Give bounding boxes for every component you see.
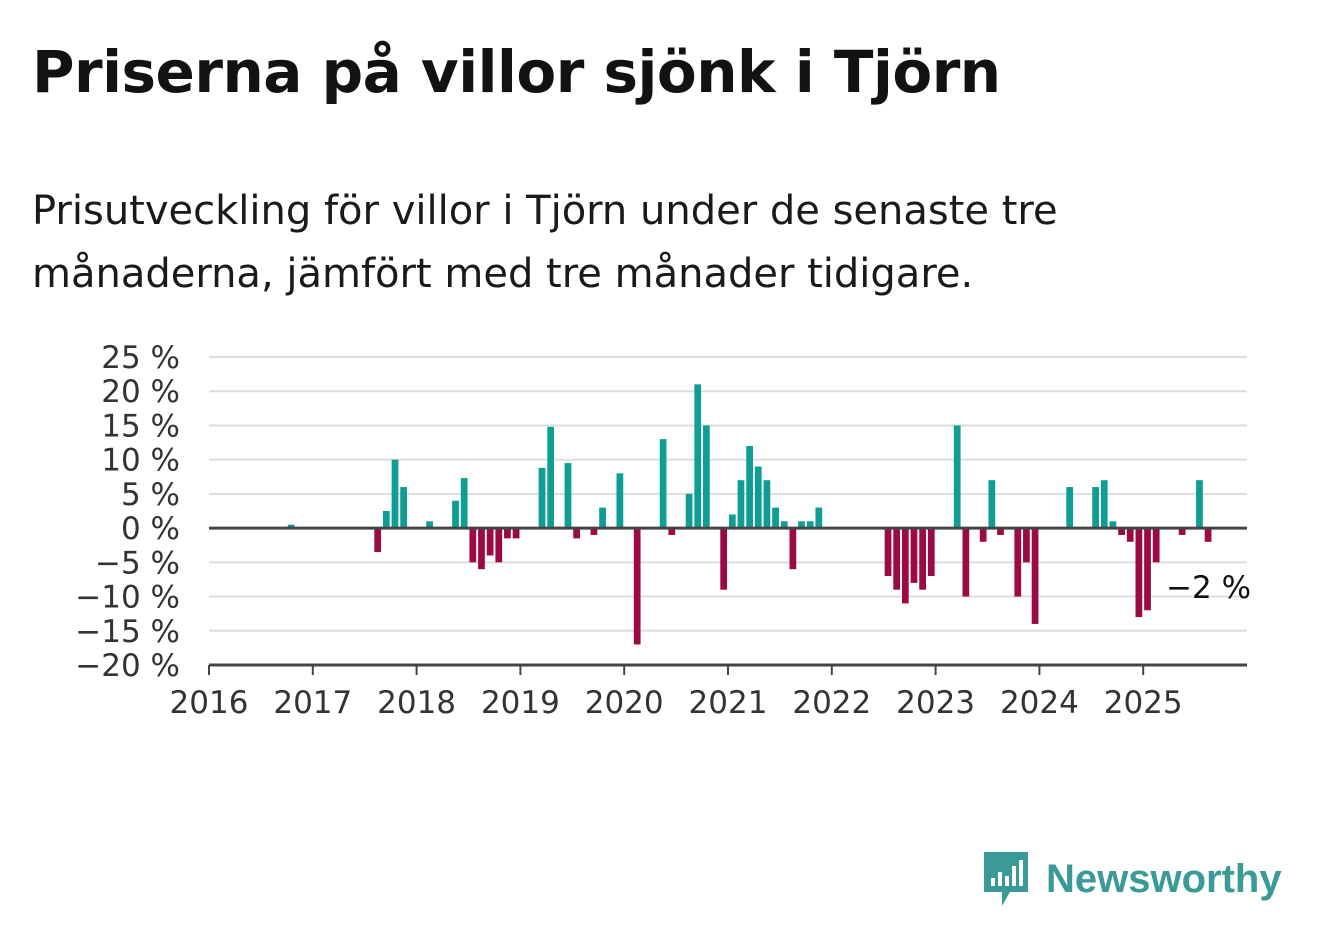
x-tick-label: 2016 [170,685,249,721]
x-tick-label: 2025 [1104,685,1183,721]
bar [504,528,511,539]
bar [953,425,961,529]
bar [1023,528,1030,563]
bar [426,521,433,529]
y-tick-label: 20 % [101,374,180,410]
brand-logo[interactable]: Newsworthy [980,848,1282,910]
bar [512,528,520,539]
bar [460,478,468,529]
bar [798,521,805,529]
bar [659,439,667,529]
bar [728,514,736,529]
bar [1109,521,1117,529]
bar [780,521,788,529]
bar [1204,528,1212,542]
bar [573,528,580,539]
y-tick-label: 5 % [121,477,180,513]
bar [1126,528,1134,542]
x-tick-label: 2024 [1000,685,1079,721]
bar [919,528,926,590]
bar [927,528,935,577]
grid-lines [209,356,1247,632]
bar [910,528,918,583]
bar [469,528,477,563]
y-tick-label: 0 % [121,511,180,547]
bar [720,528,728,590]
bar [789,528,797,570]
bar [772,507,779,529]
tick-labels: 25 %20 %15 %10 %5 %0 %−5 %−10 %−15 %−20 … [75,340,1251,721]
bar [287,524,295,529]
bar [538,467,546,529]
x-tick-label: 2017 [273,685,352,721]
y-tick-label: −10 % [75,580,180,616]
bar [962,528,970,597]
x-tick-label: 2019 [481,685,560,721]
bar [979,528,987,542]
newsworthy-logo-icon [984,852,1028,906]
y-tick-label: −5 % [95,545,180,581]
bar [495,528,503,563]
bars [287,384,1212,645]
y-tick-label: −15 % [75,614,180,650]
x-tick-label: 2023 [896,685,975,721]
bar [694,384,702,529]
bar [374,528,382,553]
bar [1092,487,1099,529]
bar [1178,528,1186,535]
bar [1014,528,1022,597]
bar [547,426,555,529]
bar [737,480,745,529]
bar [685,493,693,529]
last-value-label: −2 % [1166,570,1251,606]
y-tick-label: 25 % [101,340,180,376]
bar [1100,480,1108,529]
x-tick-label: 2021 [689,685,768,721]
bar [668,528,676,535]
bar [1144,528,1151,611]
bar [754,466,762,529]
x-tick-label: 2022 [792,685,871,721]
bar [1031,528,1039,624]
bar [486,528,494,556]
bar [884,528,892,577]
bar [452,500,459,529]
y-tick-label: −20 % [75,648,180,684]
bar [763,480,771,529]
chart-title: Priserna på villor sjönk i Tjörn [32,38,1001,106]
bar [1196,480,1203,529]
x-tick-label: 2020 [585,685,664,721]
brand-name: Newsworthy [1046,856,1282,901]
bar [1135,528,1143,618]
bar [590,528,598,535]
bar [746,445,753,529]
y-tick-label: 15 % [101,408,180,444]
bar [815,507,823,529]
bar [391,459,399,529]
bar [478,528,485,570]
bar [806,521,814,529]
bar [1152,528,1160,563]
y-tick-label: 10 % [101,443,180,479]
x-tick-label: 2018 [377,685,456,721]
bar [564,463,572,529]
bar [616,473,624,529]
bar [599,507,606,529]
bar [893,528,901,590]
bar [997,528,1004,535]
bar [1066,487,1074,529]
bar [400,487,407,529]
bar [988,480,996,529]
bar [1118,528,1125,535]
bar [633,528,641,645]
axes [208,526,1247,675]
chart-subtitle: Prisutveckling för villor i Tjörn under … [32,188,1058,297]
bar [382,511,390,529]
bar [901,528,909,604]
bar [703,425,710,529]
